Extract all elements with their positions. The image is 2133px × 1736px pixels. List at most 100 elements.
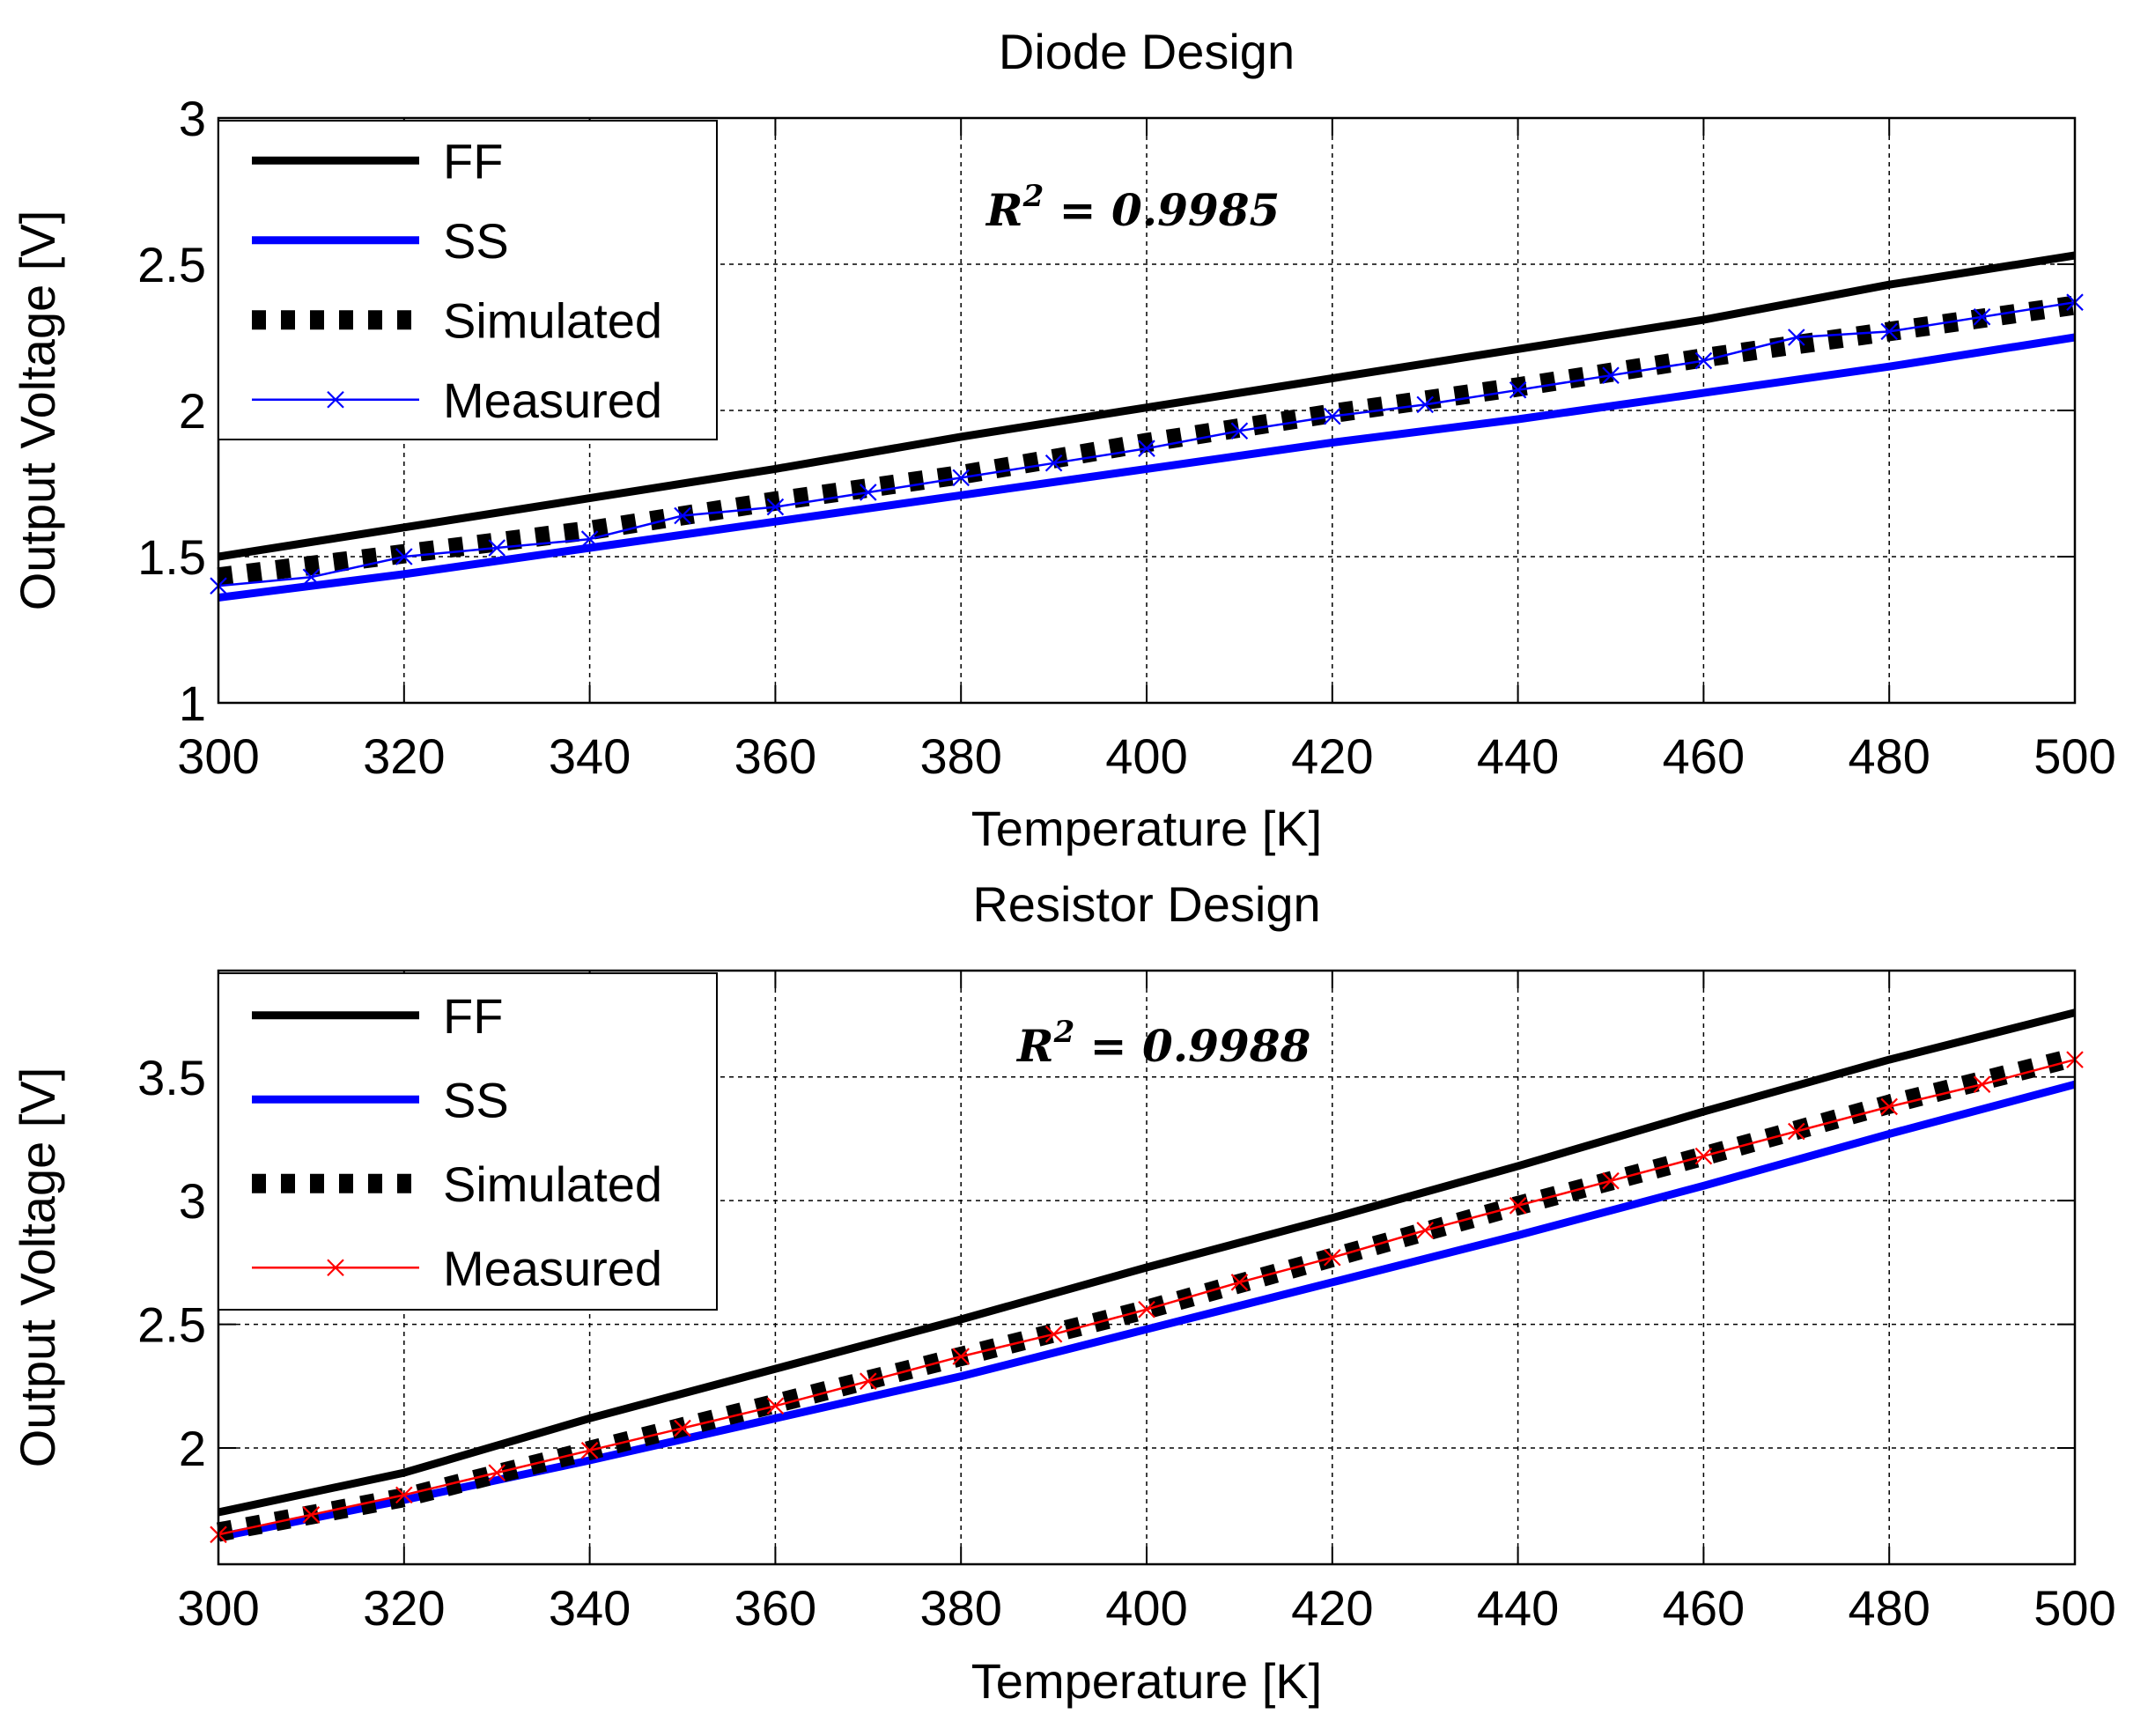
data-point — [302, 1506, 321, 1524]
data-point — [488, 539, 506, 557]
x-tick-label: 500 — [2033, 1580, 2115, 1636]
data-point — [395, 1486, 413, 1504]
data-point — [1880, 322, 1898, 341]
legend: FF SS Simulated Measured — [218, 120, 718, 440]
data-point — [952, 1348, 970, 1365]
data-point — [1509, 380, 1527, 399]
x-tick-label: 360 — [734, 1580, 816, 1636]
legend-label-simulated: Simulated — [443, 292, 662, 348]
r-squared-sup: 2 — [1053, 1015, 1075, 1050]
x-tick-label: 360 — [734, 728, 816, 784]
x-tick-label: 400 — [1105, 728, 1187, 784]
resistor-design-chart: 300 320 340 360 380 400 420 440 460 480 500 2 2.5 3 3.… — [10, 876, 2116, 1709]
data-point — [1138, 440, 1155, 457]
x-tick-label: 380 — [919, 728, 1001, 784]
data-point — [860, 1372, 877, 1390]
data-point — [302, 568, 321, 587]
x-tick-label: 340 — [549, 728, 631, 784]
series-line-ss — [218, 1080, 2077, 1541]
y-tick-label: 3 — [179, 1173, 206, 1229]
legend: FF SS Simulated Measured — [218, 972, 718, 1311]
r-squared-value: = 0.9988 — [1074, 1020, 1310, 1072]
x-tick-label: 500 — [2033, 728, 2115, 784]
x-tick-label: 440 — [1477, 1580, 1559, 1636]
data-point — [766, 1397, 785, 1415]
legend-label-measured: Measured — [443, 1240, 662, 1296]
data-point — [1416, 1222, 1434, 1239]
chart-title: Resistor Design — [972, 876, 1320, 932]
data-point — [580, 530, 599, 548]
series-group — [210, 1008, 2084, 1544]
data-point — [1788, 329, 1805, 346]
chart-title: Diode Design — [999, 24, 1295, 79]
series-group — [210, 251, 2084, 602]
x-tick-label: 460 — [1663, 728, 1745, 784]
legend-label-simulated: Simulated — [443, 1156, 662, 1212]
y-tick-label: 1 — [179, 676, 206, 731]
x-axis-label: Temperature [K] — [971, 801, 1322, 856]
x-tick-label: 420 — [1291, 728, 1373, 784]
data-point — [395, 548, 413, 565]
r-squared-value: = 0.9985 — [1044, 184, 1280, 236]
x-tick-label: 480 — [1848, 1580, 1930, 1636]
data-point — [1230, 1274, 1249, 1291]
data-point — [1044, 454, 1063, 472]
data-point — [860, 484, 877, 501]
data-point — [1694, 1147, 1713, 1165]
legend-marker — [327, 390, 344, 409]
y-tick-label: 3 — [179, 91, 206, 146]
legend-label-ff: FF — [443, 133, 503, 188]
data-point — [1973, 1075, 1991, 1093]
series-line-ff — [218, 251, 2076, 561]
r-squared-annotation: R2 = 0.9988 — [1015, 1015, 1310, 1072]
data-point — [1509, 1197, 1527, 1215]
r-squared-annotation: R2 = 0.9985 — [985, 179, 1280, 236]
series-line-simulated — [217, 295, 2077, 587]
data-point — [1138, 1300, 1155, 1319]
data-point — [1324, 1248, 1341, 1267]
data-point — [674, 506, 691, 525]
x-tick-label: 460 — [1663, 1580, 1745, 1636]
x-tick-label: 480 — [1848, 728, 1930, 784]
x-tick-label: 320 — [363, 728, 445, 784]
x-tick-label: 440 — [1477, 728, 1559, 784]
series-line-ff — [218, 1008, 2077, 1517]
x-tick-label: 380 — [919, 1580, 1001, 1636]
data-point — [1324, 407, 1341, 425]
legend-label-ff: FF — [443, 988, 503, 1044]
data-point — [580, 1442, 599, 1459]
data-point — [674, 1419, 691, 1437]
y-tick-label: 2 — [179, 1421, 206, 1476]
data-point — [1973, 307, 1991, 326]
y-tick-label: 2 — [179, 383, 206, 439]
data-point — [488, 1464, 506, 1481]
x-tick-label: 340 — [549, 1580, 631, 1636]
x-tick-label: 400 — [1105, 1580, 1187, 1636]
r-squared-var: R — [1015, 1020, 1054, 1072]
data-point — [1230, 422, 1249, 440]
x-tick-label: 320 — [363, 1580, 445, 1636]
x-tick-label: 420 — [1291, 1580, 1373, 1636]
diode-design-chart: 300 320 340 360 380 400 420 440 460 480 500 1 1.5 2 2.… — [10, 24, 2116, 856]
data-point — [766, 498, 785, 516]
data-point — [1694, 351, 1713, 370]
x-axis-label: Temperature [K] — [971, 1653, 1322, 1709]
x-tick-label: 300 — [177, 728, 259, 784]
y-axis-label: Output Voltage [V] — [10, 1067, 65, 1468]
legend-box — [218, 972, 718, 1311]
series-line-ss — [218, 333, 2076, 602]
legend-box — [218, 120, 718, 440]
y-tick-label: 2.5 — [137, 1297, 206, 1353]
data-point — [1602, 366, 1620, 384]
data-point — [1416, 395, 1434, 414]
x-tick-label: 300 — [177, 1580, 259, 1636]
r-squared-sup: 2 — [1022, 179, 1044, 214]
y-axis-label: Output Voltage [V] — [10, 211, 65, 611]
y-tick-label: 2.5 — [137, 237, 206, 292]
legend-label-ss: SS — [443, 1072, 509, 1127]
legend-label-ss: SS — [443, 213, 509, 269]
data-point — [952, 469, 970, 487]
y-tick-label: 3.5 — [137, 1050, 206, 1105]
data-point — [1602, 1171, 1620, 1190]
